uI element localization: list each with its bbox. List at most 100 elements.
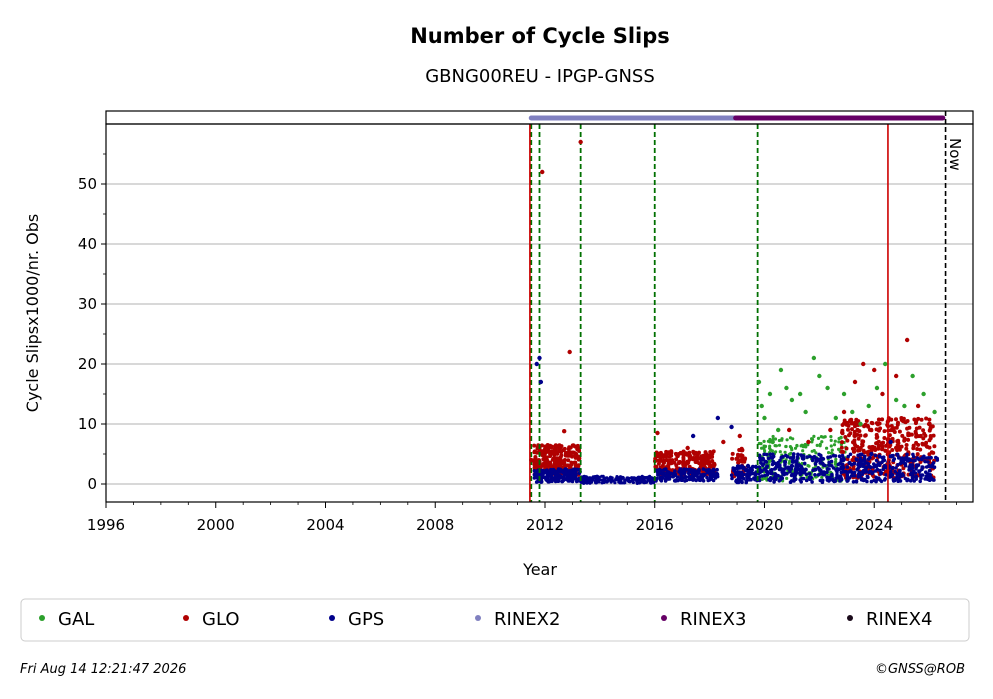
dense-point [840, 423, 845, 427]
dense-point [875, 440, 880, 445]
dense-point [617, 480, 621, 484]
dense-point [820, 456, 825, 461]
dense-point [925, 475, 929, 479]
dense-point [686, 471, 691, 476]
dense-point [566, 446, 571, 451]
dense-point [770, 462, 775, 467]
dense-point [632, 477, 636, 481]
point-glo [926, 421, 932, 427]
dense-point [891, 465, 895, 470]
dense-point [711, 473, 716, 478]
dense-point [868, 455, 872, 460]
dense-point [705, 469, 710, 474]
point-gps [765, 469, 770, 475]
dense-point [784, 453, 788, 458]
dense-point [695, 453, 700, 458]
dense-point [903, 462, 908, 466]
dense-point [895, 422, 900, 427]
dense-point [787, 461, 791, 465]
dense-point [546, 445, 551, 450]
legend-marker-rinex3 [661, 615, 667, 621]
dense-point [533, 456, 538, 461]
dense-point [664, 450, 669, 455]
dense-point [890, 448, 895, 452]
dense-point [785, 476, 789, 480]
dense-point [710, 469, 715, 473]
dense-point [837, 440, 841, 444]
legend: GAL GLO GPS RINEX2 RINEX3 RINEX4 [39, 609, 932, 630]
dense-point [905, 452, 909, 457]
point-glo [852, 379, 858, 385]
dense-point [882, 429, 887, 434]
dense-point [674, 463, 679, 468]
now-label: Now [946, 138, 964, 171]
dense-point [706, 478, 710, 483]
dense-point [660, 463, 665, 468]
dense-point [816, 436, 821, 440]
dense-point [799, 468, 803, 473]
dense-point [758, 458, 763, 462]
dense-point [573, 453, 578, 457]
dense-point [768, 438, 772, 442]
dense-point [751, 464, 755, 469]
point-gps [666, 472, 671, 478]
dense-point [874, 435, 879, 440]
dense-point [916, 442, 921, 447]
dense-point [810, 437, 814, 441]
y-tick-label: 30 [78, 295, 97, 313]
dense-point [539, 474, 544, 479]
dense-point [861, 448, 866, 453]
dense-point [777, 438, 782, 443]
dense-point [895, 472, 900, 477]
dense-point [908, 463, 913, 467]
dense-point [710, 459, 715, 463]
dense-point [829, 451, 834, 455]
dense-point [532, 443, 537, 448]
dense-point [693, 460, 698, 464]
dense-point [745, 472, 749, 476]
y-tick-label: 50 [78, 175, 97, 193]
dense-point [739, 446, 744, 451]
dense-point [734, 456, 739, 461]
dense-point [895, 439, 900, 444]
dense-point [837, 467, 842, 472]
dense-point [783, 459, 787, 464]
point-glo [861, 361, 866, 367]
dense-point [762, 446, 766, 451]
dense-point [852, 470, 857, 475]
dense-point [855, 422, 860, 427]
dense-point [800, 476, 804, 481]
dense-point [883, 448, 888, 453]
dense-point [895, 452, 899, 457]
dense-point [658, 478, 663, 482]
dense-point [540, 443, 544, 448]
dense-point [620, 475, 624, 479]
dense-point [897, 429, 902, 434]
dense-point [769, 468, 773, 473]
dense-point [898, 461, 903, 466]
dense-point [854, 417, 859, 422]
x-tick-label: 2000 [197, 516, 235, 534]
point-gal [789, 397, 795, 403]
data-points [529, 139, 937, 482]
dense-point [852, 441, 857, 446]
dense-point [697, 461, 702, 466]
dense-point [546, 479, 550, 483]
dense-point [558, 464, 563, 469]
y-axis-ticks: 0 10 20 30 40 50 [78, 153, 106, 493]
dense-point [739, 479, 744, 484]
dense-point [679, 475, 684, 480]
dense-point [777, 443, 782, 447]
dense-point [558, 448, 563, 453]
dense-point [826, 455, 830, 460]
dense-point [749, 467, 754, 472]
dense-point [566, 474, 571, 478]
point-gal [811, 355, 817, 361]
point-gal [784, 385, 789, 391]
point-gps [847, 460, 852, 466]
dense-point [852, 433, 857, 438]
dense-point [837, 447, 841, 451]
dense-point [863, 433, 868, 438]
dense-point [858, 456, 863, 460]
legend-marker-rinex2 [475, 615, 481, 621]
